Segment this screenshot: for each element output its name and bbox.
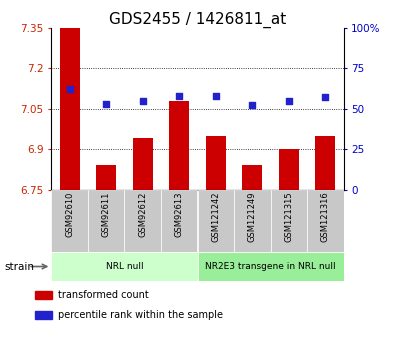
Bar bbox=[96, 166, 116, 190]
Point bbox=[103, 101, 109, 107]
Bar bbox=[315, 136, 335, 190]
Bar bbox=[124, 190, 161, 252]
Text: strain: strain bbox=[4, 262, 34, 272]
Bar bbox=[51, 190, 88, 252]
Text: GSM92611: GSM92611 bbox=[102, 191, 111, 237]
Text: GSM92613: GSM92613 bbox=[175, 191, 184, 237]
Bar bbox=[242, 166, 262, 190]
Text: GSM92610: GSM92610 bbox=[65, 191, 74, 237]
Bar bbox=[198, 190, 234, 252]
Point bbox=[322, 95, 329, 100]
Bar bbox=[169, 100, 189, 190]
Text: percentile rank within the sample: percentile rank within the sample bbox=[58, 310, 224, 320]
Text: NRL null: NRL null bbox=[105, 262, 143, 271]
Bar bbox=[307, 190, 344, 252]
Bar bbox=[271, 190, 307, 252]
Bar bbox=[198, 252, 344, 281]
Bar bbox=[35, 291, 52, 299]
Bar bbox=[88, 190, 124, 252]
Text: GSM121316: GSM121316 bbox=[321, 191, 330, 243]
Title: GDS2455 / 1426811_at: GDS2455 / 1426811_at bbox=[109, 11, 286, 28]
Point bbox=[66, 87, 73, 92]
Bar bbox=[60, 28, 80, 190]
Point bbox=[176, 93, 182, 98]
Bar bbox=[133, 138, 153, 190]
Point bbox=[286, 98, 292, 103]
Point bbox=[213, 93, 219, 98]
Text: GSM92612: GSM92612 bbox=[138, 191, 147, 237]
Bar bbox=[206, 136, 226, 190]
Bar bbox=[234, 190, 271, 252]
Bar bbox=[279, 149, 299, 190]
Bar bbox=[35, 311, 52, 319]
Point bbox=[139, 98, 146, 103]
Text: NR2E3 transgene in NRL null: NR2E3 transgene in NRL null bbox=[205, 262, 336, 271]
Text: transformed count: transformed count bbox=[58, 290, 149, 300]
Text: GSM121242: GSM121242 bbox=[211, 191, 220, 242]
Bar bbox=[51, 252, 198, 281]
Point bbox=[249, 103, 256, 108]
Bar bbox=[161, 190, 198, 252]
Text: GSM121315: GSM121315 bbox=[284, 191, 293, 242]
Text: GSM121249: GSM121249 bbox=[248, 191, 257, 242]
